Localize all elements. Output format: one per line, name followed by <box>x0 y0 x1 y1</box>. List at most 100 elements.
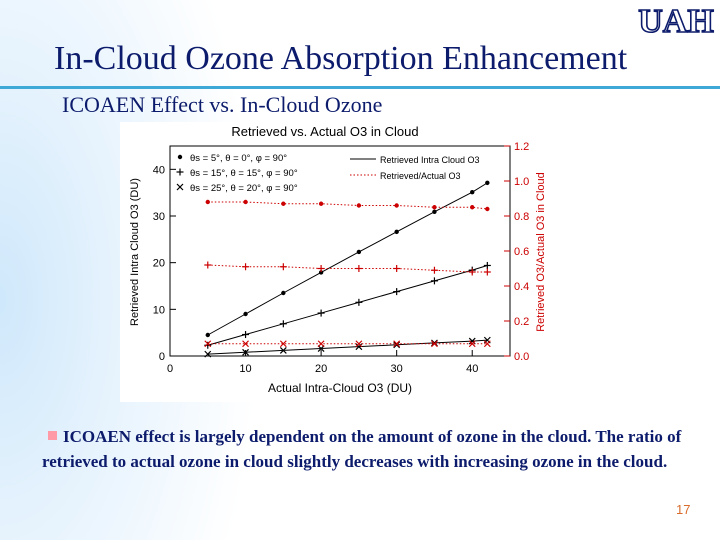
data-point-stroke <box>242 340 249 348</box>
data-point-stroke <box>204 340 212 348</box>
data-point <box>317 265 325 272</box>
page-number: 17 <box>676 502 691 517</box>
legend-line-label: Retrieved Intra Cloud O3 <box>380 155 480 165</box>
data-point-stroke <box>242 348 249 356</box>
y2-tick-label: 0.6 <box>514 246 529 258</box>
x-tick-label: 30 <box>391 363 403 375</box>
data-point <box>243 199 248 205</box>
legend-condition: θs = 5°, θ = 0°, φ = 90° <box>190 153 287 164</box>
data-point <box>431 340 438 348</box>
y-axis-label: Retrieved Intra Cloud O3 (DU) <box>129 178 141 326</box>
x-axis-label: Actual Intra-Cloud O3 (DU) <box>268 381 412 395</box>
data-point-stroke <box>431 340 438 348</box>
data-point <box>243 311 248 317</box>
data-point <box>177 154 183 160</box>
data-point <box>281 290 286 296</box>
data-point-stroke <box>393 340 401 348</box>
data-point-stroke <box>393 341 401 349</box>
x-tick-label: 20 <box>315 363 327 375</box>
data-point <box>318 201 324 206</box>
y-tick-label: 10 <box>153 304 165 316</box>
data-point <box>394 229 399 235</box>
data-point <box>318 270 324 275</box>
square-bullet-icon <box>48 431 57 440</box>
y2-tick-label: 1.2 <box>514 141 529 153</box>
data-point <box>355 298 363 306</box>
data-point <box>393 265 401 272</box>
y2-tick-label: 0.2 <box>514 316 529 328</box>
legend-condition: θs = 25°, θ = 20°, φ = 90° <box>190 183 298 194</box>
data-point <box>483 268 491 276</box>
data-point <box>279 340 287 348</box>
legend-condition: θs = 15°, θ = 15°, φ = 90° <box>190 168 298 179</box>
data-point <box>204 350 212 358</box>
data-point-stroke <box>204 350 212 358</box>
data-point <box>279 320 287 328</box>
data-point-stroke <box>468 337 476 345</box>
data-point <box>279 263 287 271</box>
data-point-stroke <box>176 183 184 191</box>
data-point <box>393 340 401 348</box>
y-tick-label: 40 <box>153 164 165 176</box>
data-point <box>242 340 249 348</box>
data-point <box>204 261 212 269</box>
data-point <box>242 263 250 271</box>
y-tick-label: 0 <box>159 351 165 363</box>
data-point-stroke <box>355 343 363 351</box>
slide-subtitle: ICOAEN Effect vs. In-Cloud Ozone <box>62 92 383 117</box>
data-point <box>356 203 362 208</box>
data-point <box>281 201 286 206</box>
y2-tick-label: 0.4 <box>514 281 529 293</box>
data-point <box>468 268 476 276</box>
data-point <box>176 168 184 176</box>
data-point <box>204 340 212 348</box>
data-point <box>176 183 184 191</box>
chart-title: Retrieved vs. Actual O3 in Cloud <box>231 124 418 139</box>
data-point <box>279 346 287 354</box>
data-point <box>355 265 363 272</box>
legend-line-label: Retrieved/Actual O3 <box>380 171 461 181</box>
data-point <box>485 180 490 186</box>
uah-logo: UAH <box>637 2 714 38</box>
data-point-stroke <box>279 340 287 348</box>
data-point <box>394 203 399 208</box>
data-point <box>483 340 491 348</box>
data-point <box>317 309 325 317</box>
data-point <box>483 261 491 269</box>
summary-bullet: ICOAEN effect is largely dependent on th… <box>42 424 682 474</box>
data-point <box>355 340 363 348</box>
data-point-stroke <box>483 340 491 348</box>
data-point-stroke <box>279 346 287 354</box>
data-point <box>432 205 437 210</box>
data-point <box>430 266 438 274</box>
y-tick-label: 20 <box>153 258 165 270</box>
data-point-stroke <box>468 340 476 348</box>
data-point <box>355 343 363 351</box>
data-point <box>468 337 476 345</box>
data-point <box>470 205 475 210</box>
data-point <box>468 340 476 348</box>
data-point <box>393 288 401 296</box>
x-tick-label: 40 <box>466 363 478 375</box>
data-point <box>242 331 250 339</box>
x-tick-label: 10 <box>239 363 251 375</box>
data-point-stroke <box>355 340 363 348</box>
data-point <box>205 332 210 338</box>
slide-title: In-Cloud Ozone Absorption Enhancement <box>54 40 628 77</box>
x-tick-label: 0 <box>167 363 173 375</box>
y2-tick-label: 1.0 <box>514 176 529 188</box>
y-tick-label: 30 <box>153 211 165 223</box>
y2-tick-label: 0.0 <box>514 351 529 363</box>
data-point <box>356 249 362 255</box>
data-point <box>432 209 437 214</box>
y2-tick-label: 0.8 <box>514 211 529 223</box>
data-point <box>393 341 401 349</box>
summary-text: ICOAEN effect is largely dependent on th… <box>42 427 682 471</box>
data-point <box>485 206 490 212</box>
data-point <box>205 199 210 205</box>
data-point <box>317 340 325 348</box>
title-divider <box>0 86 720 89</box>
data-point <box>470 190 475 195</box>
data-point <box>430 277 438 285</box>
y2-axis-label: Retrieved O3/Actual O3 in Cloud <box>535 172 547 332</box>
